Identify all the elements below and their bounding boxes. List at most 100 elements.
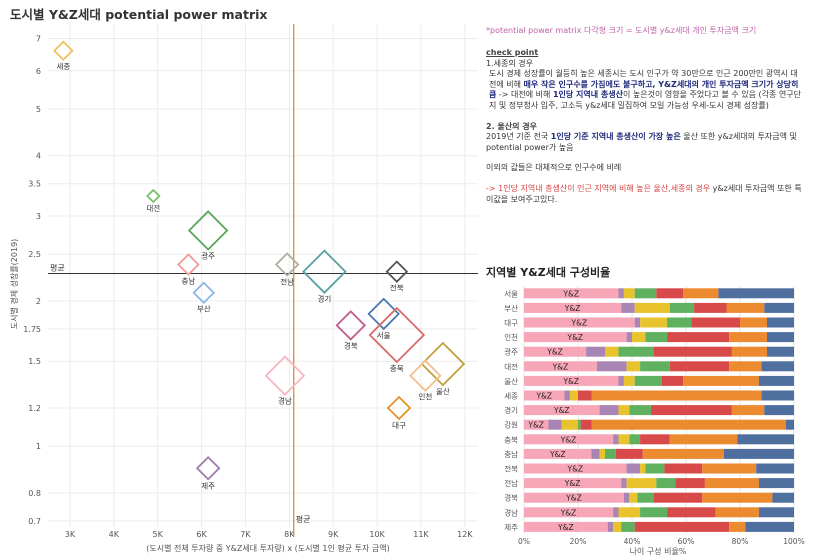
bar-segment [524,434,614,445]
x-mean-label: 평균 [296,514,311,524]
chart-title: 도시별 Y&Z세대 potential power matrix [10,7,268,22]
bar-segment [726,302,765,313]
bar-x-tick-label: 100% [783,537,804,546]
point-label: 울산 [436,386,450,396]
bar-segment [524,346,587,357]
bar-segment [623,375,635,386]
bar-x-tick-label: 0% [518,537,530,546]
bar-segment [626,463,641,474]
bar-row-충남: 충남 Y&Z [504,448,794,459]
bar-segment [564,390,570,401]
point-marker [335,310,367,341]
point-marker [195,455,221,481]
bar-segment [640,317,668,328]
x-tick-label: 7K [240,530,251,539]
bar-segment [618,507,641,518]
bar-segment [524,361,597,372]
scatter-ticks: 3K 4K 5K 6K 7K 8K 9K 10K 11K 12K 0.7 0.8 1 1.2 1.5 1.75… [23,34,473,539]
bar-row-강원: 강원 Y&Z [504,419,794,430]
bar-yz-label: Y&Z [567,333,584,342]
spacer [486,174,802,184]
bar-segment [661,375,684,386]
point-대구: 대구 [386,395,412,430]
y-tick-label: 0.8 [28,489,41,498]
bar-segment [596,361,627,372]
bar-row-경남: 경남 Y&Z [504,507,794,518]
y-tick-label: 1.75 [23,325,41,334]
point-세종: 세종 [53,40,74,71]
point-marker [409,359,442,392]
y-tick-label: 7 [36,34,41,43]
bar-yz-label: Y&Z [571,319,588,328]
bar-segment [629,492,638,503]
bar-segment [691,317,740,328]
point-marker [368,306,426,364]
point-제주: 제주 [195,455,221,490]
bar-row-경북: 경북 Y&Z [504,492,794,503]
conclusion-rest: y&z세대 투자금액 또한 특이값을 보여주고있다. [486,183,802,204]
bar-segment [615,448,643,459]
bar-segment [629,405,651,416]
bar-segment [634,288,657,299]
bar-segment [634,375,662,386]
bar-segment [618,375,624,386]
bar-segment [731,405,765,416]
y-tick-label: 2 [36,297,41,306]
y-tick-label: 5 [36,105,41,114]
bar-category-label: 부산 [504,303,518,313]
bar-row-인천: 인천 Y&Z [504,332,794,343]
bar-x-tick-label: 40% [624,537,641,546]
bar-segment [767,346,794,357]
bar-yz-label: Y&Z [564,304,581,313]
sejong-text: 도시 경제 성장률이 월등히 높은 세종시는 도시 인구가 약 30만으로 인근… [486,69,802,111]
bar-segment [758,478,794,489]
bar-segment [756,463,794,474]
bar-segment [524,405,600,416]
bar-category-label: 인천 [504,332,518,342]
scatter-grid [48,24,478,527]
bar-segment [718,288,794,299]
bar-row-전남: 전남 Y&Z [504,478,794,489]
bar-segment [634,317,641,328]
bar-category-label: 전남 [504,478,518,488]
bar-segment [613,521,622,532]
bar-yz-label: Y&Z [527,421,544,430]
point-marker [274,252,300,277]
bar-segment [656,478,676,489]
point-대전: 대전 [146,188,161,213]
bar-segment [683,375,759,386]
bar-yz-label: Y&Z [564,479,581,488]
y-tick-label: 0.7 [28,517,41,526]
bar-segment [524,302,622,313]
bar-row-제주: 제주 Y&Z [504,521,794,532]
point-label: 충남 [182,277,196,286]
bar-segment [758,507,794,518]
bar-row-광주: 광주 Y&Z [504,346,794,357]
sejong-text-3: 이 높은것이 영향을 주었다고 볼 수 있음 (각종 연구단지 및 정부청사 입… [489,90,801,110]
bar-segment [591,419,786,430]
bar-segment [561,419,578,430]
bar-segment [715,507,759,518]
point-marker [264,355,306,396]
bar-category-label: 대구 [504,319,518,328]
bar-category-label: 제주 [504,523,518,532]
bar-yz-label: Y&Z [549,450,566,459]
spacer [486,153,802,163]
bar-segment [640,507,668,518]
bar-segment [618,405,630,416]
bar-segment [591,448,600,459]
bar-segment [524,492,624,503]
bar-segment [653,346,732,357]
point-label: 세종 [56,62,70,71]
bar-category-label: 전북 [504,464,518,474]
bar-row-세종: 세종 Y&Z [504,390,794,401]
bar-segment [702,463,757,474]
bar-segment [524,288,619,299]
bar-category-label: 경남 [504,507,518,517]
bar-x-tick-label: 60% [678,537,695,546]
bar-segment [578,390,592,401]
x-tick-label: 11K [413,530,429,539]
bar-yz-label: Y&Z [565,494,582,503]
point-label: 서울 [377,331,391,340]
